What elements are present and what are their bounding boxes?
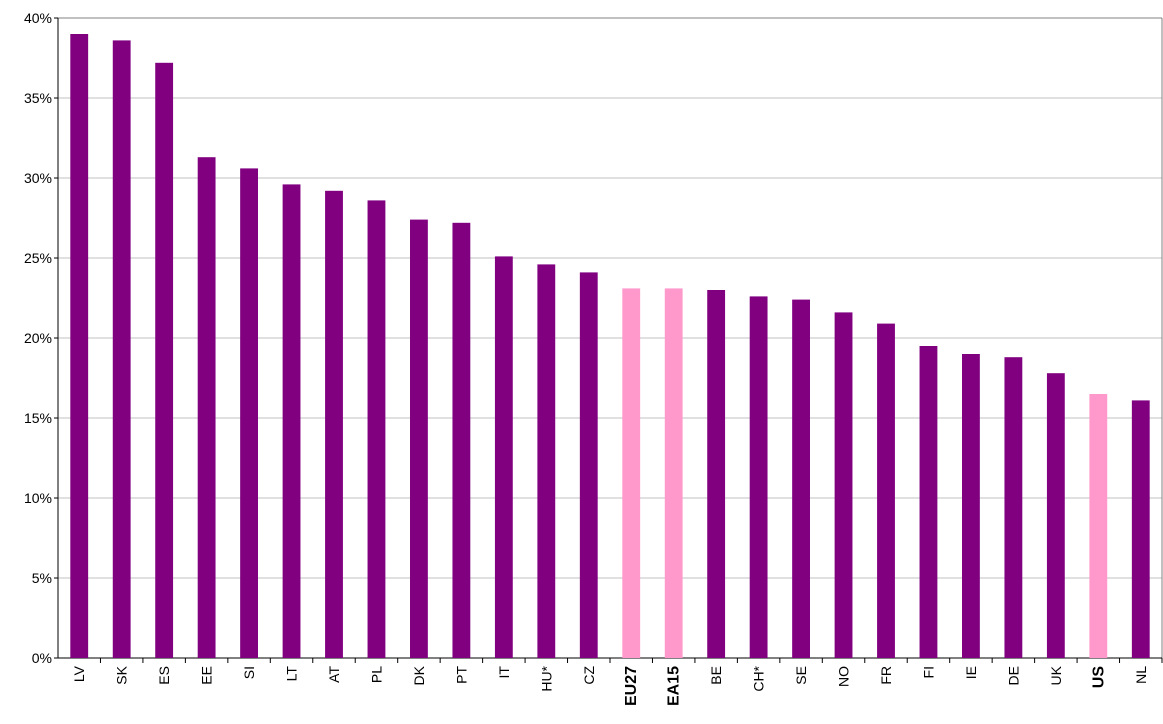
y-tick-label: 20% xyxy=(24,330,52,346)
x-tick-label: PL xyxy=(368,666,384,683)
x-tick-label: EA15 xyxy=(666,666,683,706)
bar xyxy=(664,288,683,658)
bar xyxy=(282,184,301,658)
x-tick-label: BE xyxy=(708,666,724,685)
x-tick-label: DK xyxy=(411,665,427,685)
bar xyxy=(877,323,895,658)
bar xyxy=(452,222,471,659)
x-tick-label: LT xyxy=(284,666,300,682)
bar xyxy=(1089,394,1108,658)
y-tick-label: 40% xyxy=(24,10,52,26)
bar xyxy=(1004,357,1023,658)
bar xyxy=(579,272,598,658)
y-tick-label: 25% xyxy=(24,250,52,266)
x-tick-label: PT xyxy=(453,666,469,684)
x-tick-label: US xyxy=(1090,666,1107,689)
x-tick-label: NO xyxy=(836,666,852,687)
x-tick-label: AT xyxy=(326,666,342,683)
x-tick-label: UK xyxy=(1048,665,1064,685)
y-tick-label: 15% xyxy=(24,410,52,426)
bar xyxy=(707,290,726,658)
x-tick-label: DE xyxy=(1005,666,1021,685)
y-tick-label: 5% xyxy=(32,570,52,586)
bar xyxy=(197,157,216,658)
bar xyxy=(240,168,258,658)
x-tick-label: LV xyxy=(71,665,87,682)
bar xyxy=(325,190,343,659)
bar xyxy=(749,296,768,658)
y-tick-label: 10% xyxy=(24,490,52,506)
x-tick-label: SE xyxy=(793,666,809,685)
y-tick-label: 35% xyxy=(24,90,52,106)
bar xyxy=(537,264,556,658)
y-tick-label: 30% xyxy=(24,170,52,186)
bar xyxy=(622,288,641,658)
bar xyxy=(410,219,428,658)
x-tick-label: EE xyxy=(199,666,215,685)
x-tick-label: NL xyxy=(1133,666,1149,684)
x-tick-label: CZ xyxy=(581,666,597,685)
bar xyxy=(1046,373,1065,658)
bar xyxy=(834,312,853,658)
x-tick-label: EU27 xyxy=(623,666,640,706)
x-tick-label: HU* xyxy=(538,665,554,691)
bar xyxy=(962,354,980,658)
bar xyxy=(494,256,513,658)
x-tick-label: IE xyxy=(963,666,979,679)
x-tick-label: FR xyxy=(878,666,894,685)
bar xyxy=(1131,400,1150,658)
bar xyxy=(70,34,89,658)
x-tick-label: ES xyxy=(156,666,172,685)
y-tick-label: 0% xyxy=(32,650,52,666)
x-tick-label: SI xyxy=(241,666,257,679)
bar xyxy=(792,299,810,658)
bar xyxy=(155,62,174,659)
x-tick-label: SK xyxy=(114,665,130,684)
bar xyxy=(367,200,386,658)
bar xyxy=(112,40,131,658)
x-tick-label: CH* xyxy=(751,665,767,691)
bar xyxy=(919,346,938,658)
x-tick-label: FI xyxy=(920,666,936,678)
x-tick-label: IT xyxy=(496,666,512,679)
